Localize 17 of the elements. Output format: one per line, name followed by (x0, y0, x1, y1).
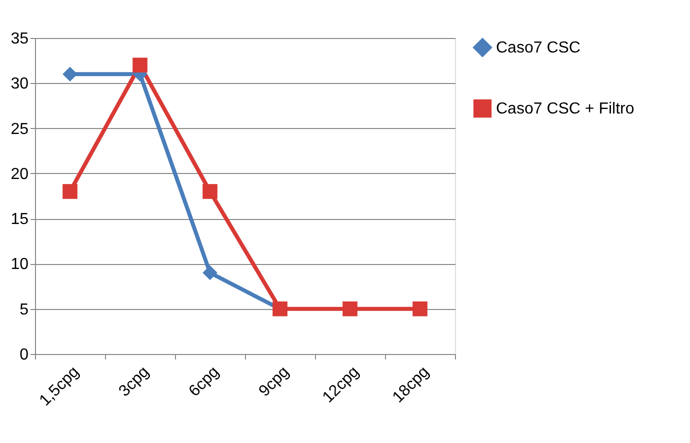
y-tick-label: 25 (10, 120, 29, 138)
y-tick-label: 20 (10, 166, 29, 183)
y-tick-label: 30 (10, 76, 29, 93)
y-tick-label: 0 (20, 346, 29, 364)
point (62, 66, 78, 82)
legend-label: Caso7 CSC (496, 40, 580, 56)
point (62, 184, 78, 199)
point (132, 58, 148, 72)
point (202, 265, 218, 280)
y-tick-label: 35 (10, 30, 29, 48)
point (202, 184, 218, 199)
y-tick-label: 10 (10, 256, 29, 274)
y-tick-label: 5 (20, 301, 29, 318)
point (412, 301, 428, 316)
point (342, 301, 358, 316)
y-tick-label: 15 (10, 211, 29, 228)
legend-label: Caso7 CSC + Filtro (496, 100, 634, 118)
